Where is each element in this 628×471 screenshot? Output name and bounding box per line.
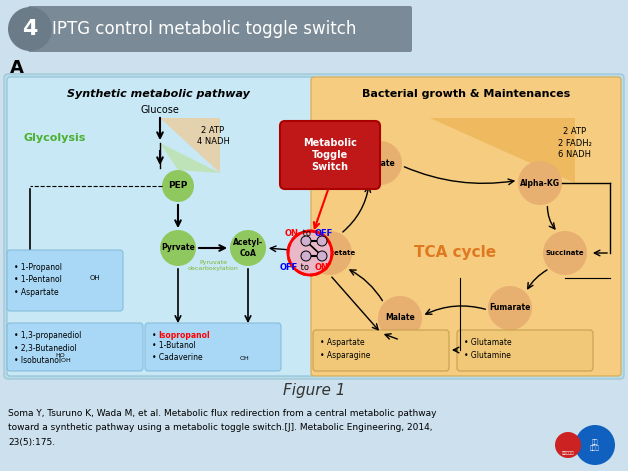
Circle shape	[160, 230, 196, 266]
FancyBboxPatch shape	[28, 6, 412, 52]
Text: OH: OH	[240, 356, 250, 360]
Circle shape	[488, 286, 532, 330]
Text: •: •	[152, 331, 159, 340]
Text: Glycolysis: Glycolysis	[24, 133, 86, 143]
FancyBboxPatch shape	[311, 77, 621, 376]
Text: Acetyl-
CoA: Acetyl- CoA	[233, 238, 263, 258]
FancyBboxPatch shape	[313, 330, 449, 371]
Text: PEP: PEP	[168, 181, 188, 190]
FancyBboxPatch shape	[4, 74, 624, 379]
Circle shape	[378, 296, 422, 340]
Text: 4: 4	[23, 19, 38, 39]
FancyBboxPatch shape	[457, 330, 593, 371]
Circle shape	[358, 141, 402, 185]
Text: • 1-Propanol
• 1-Pentanol
• Aspartate: • 1-Propanol • 1-Pentanol • Aspartate	[14, 263, 62, 297]
Text: Soma Y, Tsuruno K, Wada M, et al. Metabolic flux redirection from a central meta: Soma Y, Tsuruno K, Wada M, et al. Metabo…	[8, 408, 436, 417]
Text: Oxaloacetate: Oxaloacetate	[304, 250, 356, 256]
Text: to: to	[298, 263, 311, 273]
Text: OFF: OFF	[280, 263, 298, 273]
Circle shape	[317, 251, 327, 261]
Circle shape	[575, 425, 615, 465]
Text: • Aspartate
• Asparagine: • Aspartate • Asparagine	[320, 338, 371, 359]
Circle shape	[555, 432, 581, 458]
Text: toward a synthetic pathway using a metabolic toggle switch.[J]. Metabolic Engine: toward a synthetic pathway using a metab…	[8, 423, 433, 432]
Circle shape	[301, 236, 311, 246]
Text: Figure 1: Figure 1	[283, 382, 345, 398]
Text: Synthetic metabolic pathway: Synthetic metabolic pathway	[67, 89, 249, 99]
Text: ON: ON	[315, 263, 329, 273]
Polygon shape	[430, 118, 575, 183]
Text: to: to	[300, 228, 313, 237]
Text: A: A	[10, 59, 24, 77]
Circle shape	[230, 230, 266, 266]
Circle shape	[301, 251, 311, 261]
Text: HO
   OH: HO OH	[55, 353, 71, 364]
Circle shape	[543, 231, 587, 275]
FancyBboxPatch shape	[145, 323, 281, 371]
Text: 中国
科学院: 中国 科学院	[590, 439, 600, 451]
Circle shape	[317, 236, 327, 246]
Text: OH: OH	[90, 275, 100, 281]
Text: • 1-Butanol
• Cadaverine: • 1-Butanol • Cadaverine	[152, 341, 203, 363]
Text: Citrate: Citrate	[365, 159, 395, 168]
Text: Metabolic
Toggle
Switch: Metabolic Toggle Switch	[303, 138, 357, 172]
FancyBboxPatch shape	[280, 121, 380, 189]
FancyBboxPatch shape	[7, 77, 315, 376]
Text: Malate: Malate	[385, 314, 415, 323]
Polygon shape	[160, 143, 220, 173]
Circle shape	[288, 231, 332, 275]
Text: OFF: OFF	[315, 228, 333, 237]
Text: IPTG control metabolic toggle switch: IPTG control metabolic toggle switch	[52, 20, 356, 38]
Circle shape	[308, 231, 352, 275]
Text: 中国科学院: 中国科学院	[562, 451, 574, 455]
Text: Glucose: Glucose	[141, 105, 180, 115]
Text: Fumarate: Fumarate	[489, 303, 531, 312]
Text: • 1,3-propanediol
• 2,3-Butanediol
• Isobutanol: • 1,3-propanediol • 2,3-Butanediol • Iso…	[14, 331, 82, 365]
Text: 2 ATP
4 NADH: 2 ATP 4 NADH	[197, 126, 229, 146]
Text: Pyrvate: Pyrvate	[161, 244, 195, 252]
Text: Succinate: Succinate	[546, 250, 584, 256]
Text: Pyruvate
decarboxylation: Pyruvate decarboxylation	[188, 260, 239, 271]
Text: Isopropanol: Isopropanol	[158, 331, 210, 340]
Text: • Glutamate
• Glutamine: • Glutamate • Glutamine	[464, 338, 512, 359]
Text: 23(5):175.: 23(5):175.	[8, 439, 55, 447]
Text: TCA cycle: TCA cycle	[414, 245, 496, 260]
Text: 2 ATP
2 FADH₂
6 NADH: 2 ATP 2 FADH₂ 6 NADH	[558, 127, 592, 159]
Circle shape	[162, 170, 194, 202]
Circle shape	[8, 7, 52, 51]
Text: Alpha-KG: Alpha-KG	[520, 179, 560, 187]
Polygon shape	[160, 118, 220, 173]
Circle shape	[518, 161, 562, 205]
FancyBboxPatch shape	[7, 323, 143, 371]
Text: Bacterial growth & Maintenances: Bacterial growth & Maintenances	[362, 89, 570, 99]
Text: ON: ON	[285, 228, 299, 237]
FancyBboxPatch shape	[7, 250, 123, 311]
